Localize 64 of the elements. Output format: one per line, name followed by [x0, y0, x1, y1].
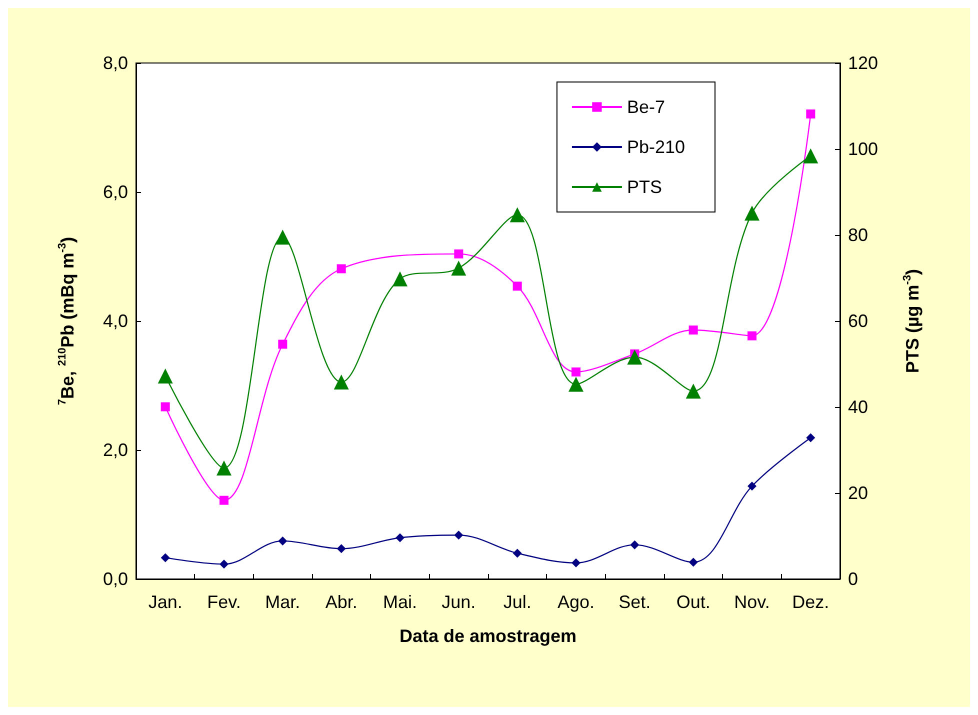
y2-tick-label: 20: [848, 483, 868, 503]
point: [454, 249, 464, 258]
x-tick-label: Ago.: [557, 592, 595, 612]
x-axis-title: Data de amostragem: [399, 626, 577, 646]
point: [630, 540, 640, 550]
y-tick-label: 2,0: [102, 440, 128, 460]
point: [512, 282, 522, 291]
point: [160, 402, 170, 412]
point: [748, 482, 756, 491]
y-tick-label: 6,0: [102, 182, 128, 202]
point: [275, 230, 290, 245]
point: [686, 384, 701, 399]
x-tick-label: Jul.: [503, 592, 532, 612]
y2-tick-label: 80: [848, 225, 868, 245]
y2-tick-label: 100: [848, 139, 878, 159]
point: [158, 368, 173, 384]
y2-tick-label: 60: [848, 311, 868, 331]
point: [278, 536, 288, 546]
point: [512, 548, 522, 558]
point: [688, 558, 698, 567]
point: [392, 271, 408, 286]
y-tick-label: 8,0: [102, 53, 128, 73]
y2-tick-label: 40: [848, 397, 868, 417]
point: [396, 533, 404, 542]
point: [806, 433, 816, 442]
point: [572, 367, 580, 376]
point: [278, 340, 288, 349]
y2-tick-label: 120: [848, 53, 878, 73]
point: [627, 350, 642, 365]
point: [572, 558, 580, 568]
y2-axis-title: PTS (µg m-3): [902, 268, 922, 374]
point: [220, 560, 228, 569]
point: [803, 148, 818, 164]
x-tick-label: Set.: [618, 592, 651, 612]
x-tick-label: Mai.: [382, 592, 418, 612]
x-tick-label: Dez.: [792, 592, 830, 612]
x-tick-label: Fev.: [207, 592, 241, 612]
point: [748, 331, 756, 340]
legend-label: Be-7: [626, 97, 665, 117]
point: [454, 530, 464, 540]
point: [510, 207, 525, 222]
x-tick-label: Mar.: [265, 592, 300, 612]
y-tick-label: 4,0: [102, 311, 128, 331]
point: [688, 326, 698, 335]
point: [568, 376, 584, 392]
point: [334, 374, 349, 390]
point: [744, 206, 760, 221]
y-axis-title: 7Be, 210Pb (mBq m-3): [56, 236, 78, 406]
x-tick-label: Out.: [676, 592, 710, 612]
point: [806, 109, 816, 118]
x-tick-label: Abr.: [325, 592, 358, 612]
point: [220, 496, 228, 505]
legend-label: Pb-210: [626, 137, 686, 157]
point: [160, 553, 170, 562]
legend-label: PTS: [626, 177, 662, 197]
x-tick-label: Nov.: [734, 592, 770, 612]
point: [336, 544, 346, 554]
x-tick-label: Jun.: [442, 592, 476, 612]
x-tick-label: Jan.: [148, 592, 182, 612]
point: [216, 460, 232, 476]
y2-tick-label: 0: [848, 569, 858, 589]
point: [451, 260, 466, 276]
y-tick-label: 0,0: [102, 569, 128, 589]
point: [336, 264, 346, 274]
